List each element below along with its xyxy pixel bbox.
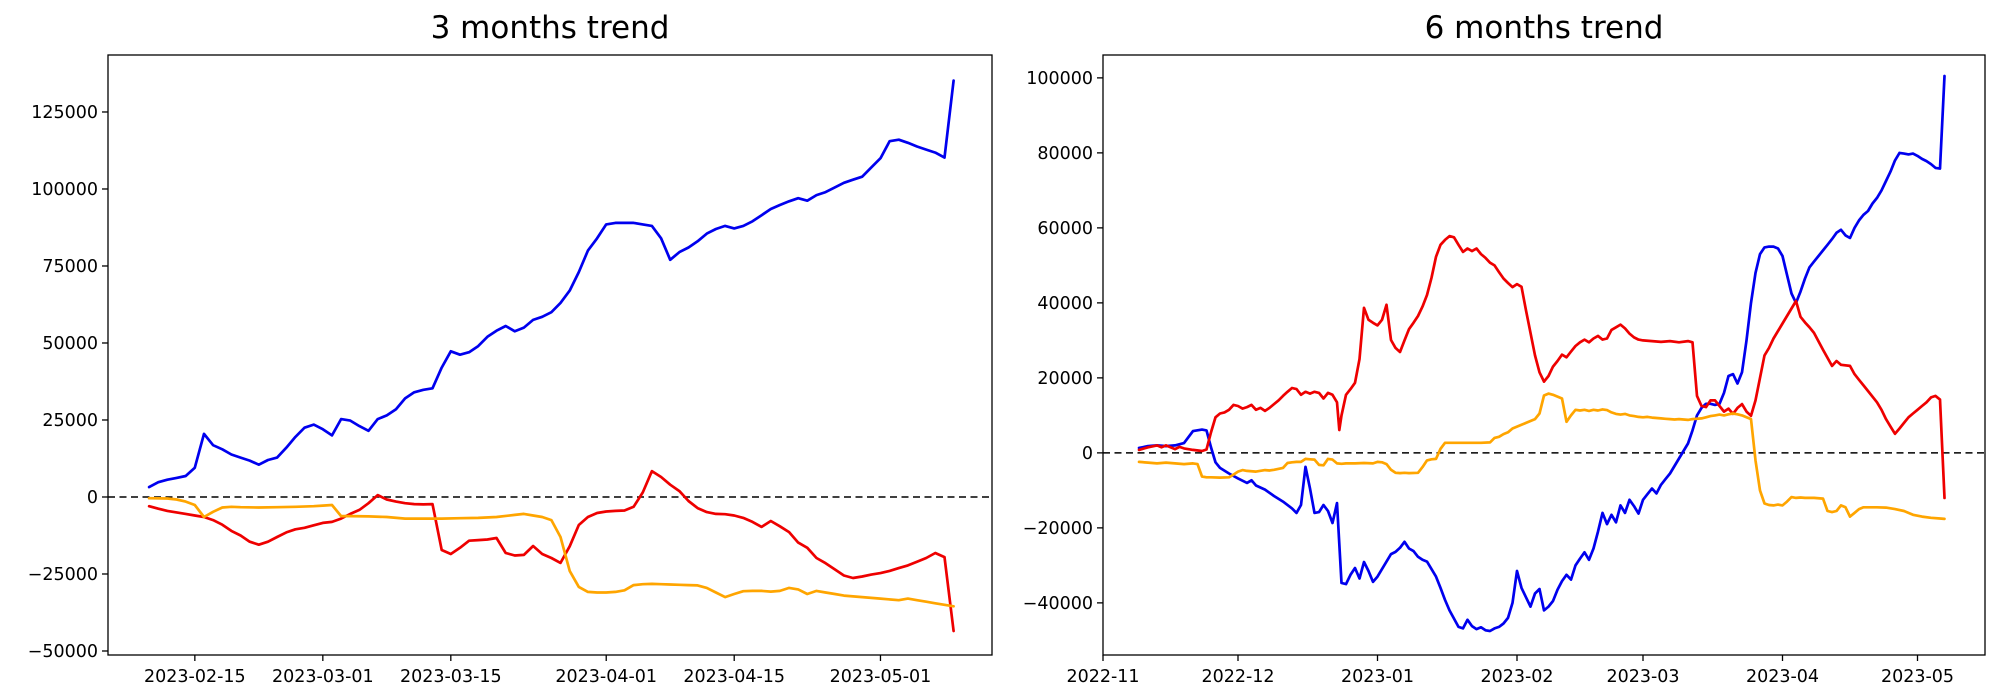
y-tick-label: 0: [87, 488, 98, 508]
red-series-line: [1137, 234, 1946, 500]
x-tick-label: 2023-03-01: [272, 667, 374, 687]
x-tick-label: 2023-05: [1881, 667, 1954, 687]
x-tick-label: 2022-12: [1201, 667, 1274, 687]
y-tick-label: −20000: [1023, 519, 1093, 539]
blue-series-line: [147, 79, 955, 489]
y-tick-label: 100000: [1026, 69, 1093, 89]
chart-6-months: 6 months trend 100000 80000 60000 40000 2000…: [1000, 0, 2000, 700]
y-tick-label: −25000: [28, 565, 98, 585]
x-tick-label: 2022-11: [1066, 667, 1139, 687]
y-tick-label: 25000: [42, 411, 98, 431]
y-tick-label: 100000: [31, 180, 98, 200]
y-tick-label: 125000: [31, 103, 98, 123]
chart-title-3-months: 3 months trend: [431, 10, 670, 46]
chart-canvas-3-months: 3 months trend 125000 100000 75000 50000 250…: [28, 10, 993, 687]
y-tick-label: 40000: [1037, 294, 1093, 314]
blue-series-line: [1137, 74, 1946, 633]
x-tick-label: 2023-03: [1606, 667, 1679, 687]
x-tick-label: 2023-03-15: [400, 667, 502, 687]
y-tick-label: 75000: [42, 257, 98, 277]
chart-3-months: 3 months trend 125000 100000 75000 50000 250…: [28, 10, 993, 687]
x-tick-label: 2023-02: [1480, 667, 1553, 687]
orange-series-line: [1137, 392, 1946, 521]
plot-border: [1102, 54, 1986, 656]
y-tick-label: 50000: [42, 334, 98, 354]
x-tick-label: 2023-05-01: [830, 667, 932, 687]
x-tick-label: 2023-04-15: [683, 667, 785, 687]
y-tick-label: −50000: [28, 642, 98, 662]
y-tick-label: −40000: [1023, 594, 1093, 614]
x-tick-label: 2023-04: [1746, 667, 1819, 687]
x-tick-label: 2023-01: [1341, 667, 1414, 687]
x-tick-label: 2023-02-15: [144, 667, 246, 687]
y-tick-label: 0: [1082, 444, 1093, 464]
y-tick-label: 20000: [1037, 369, 1093, 389]
plot-border: [107, 54, 993, 656]
y-tick-label: 80000: [1037, 144, 1093, 164]
orange-series-line: [147, 496, 955, 608]
x-tick-label: 2023-04-01: [555, 667, 657, 687]
red-series-line: [147, 469, 955, 633]
y-tick-label: 60000: [1037, 219, 1093, 239]
chart-canvas-6-months: 6 months trend 100000 80000 60000 40000 2000…: [1023, 10, 1986, 687]
chart-title-6-months: 6 months trend: [1425, 10, 1664, 46]
